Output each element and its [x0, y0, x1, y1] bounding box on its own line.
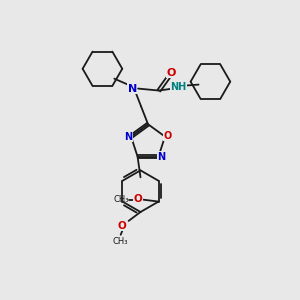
Text: O: O [164, 130, 172, 141]
Text: N: N [124, 132, 132, 142]
Text: NH: NH [171, 82, 187, 92]
Text: N: N [158, 152, 166, 161]
Text: CH₃: CH₃ [113, 195, 129, 204]
Text: N: N [128, 84, 137, 94]
Text: O: O [166, 68, 176, 78]
Text: CH₃: CH₃ [113, 237, 128, 246]
Text: O: O [117, 221, 126, 231]
Text: O: O [133, 194, 142, 204]
